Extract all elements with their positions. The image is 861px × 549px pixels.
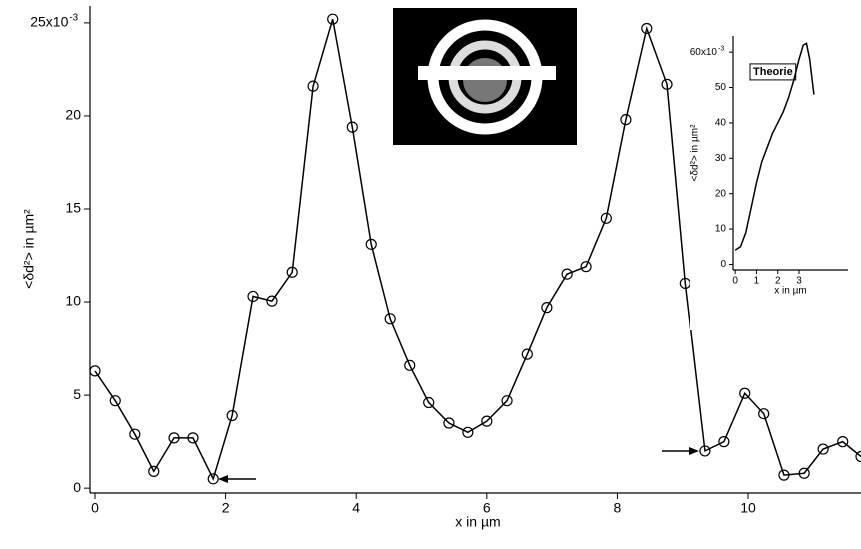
x-tick-label: 3: [796, 276, 802, 287]
data-point: [109, 395, 121, 407]
data-point: [620, 114, 632, 126]
data-point: [129, 428, 141, 440]
y-tick-label: 10: [65, 293, 81, 309]
data-point: [699, 445, 711, 457]
data-point: [855, 450, 861, 463]
y-tick-label: 0: [73, 479, 81, 495]
y-tick-label: 0: [720, 259, 726, 270]
y-tick-label: 20: [65, 107, 81, 123]
data-point: [365, 238, 377, 250]
chart-title: Theorie: [753, 66, 793, 78]
arrow-head: [689, 447, 699, 455]
y-tick-label: 20: [715, 188, 727, 199]
data-point: [384, 313, 396, 325]
data-point: [481, 415, 493, 427]
x-tick-label: 0: [732, 276, 738, 287]
y-axis-label: <δd²> in µm²: [690, 124, 701, 182]
data-point: [307, 80, 319, 92]
data-point: [247, 290, 259, 303]
x-axis-label: x in µm: [774, 286, 806, 297]
data-point: [758, 408, 770, 420]
data-line: [734, 42, 815, 251]
data-point: [661, 78, 673, 90]
y-tick-label: 50: [715, 82, 727, 93]
data-point: [521, 348, 533, 360]
image-inset: [393, 8, 577, 145]
arrows: [218, 447, 699, 483]
data-point: [404, 359, 416, 371]
data-point: [462, 426, 474, 438]
x-tick-label: 2: [775, 276, 781, 287]
x-tick-label: 4: [352, 500, 360, 516]
data-point: [561, 268, 573, 280]
x-tick-label: 0: [91, 500, 99, 516]
data-point: [443, 417, 455, 429]
data-line: [94, 18, 861, 481]
arrow-head: [218, 475, 228, 483]
data-point: [286, 266, 298, 278]
y-axis-label: <δd²> in µm²: [21, 209, 37, 289]
x-tick-label: 10: [740, 500, 756, 516]
data-point: [423, 396, 435, 409]
data-point: [837, 436, 849, 448]
y-tick-label: 25x10: [30, 14, 68, 30]
data-point: [641, 22, 653, 35]
data-point: [207, 473, 219, 485]
x-tick-label: 8: [614, 500, 622, 516]
data-point: [541, 302, 553, 314]
data-point: [798, 467, 810, 479]
data-point: [778, 469, 790, 481]
x-tick-label: 1: [754, 276, 760, 287]
data-point: [89, 365, 101, 377]
data-point: [148, 465, 160, 477]
data-point: [168, 432, 180, 444]
y-tick-label: 60x10: [690, 47, 718, 58]
data-point: [226, 409, 238, 422]
data-point: [580, 261, 592, 273]
y-tick-label: 15: [65, 200, 81, 216]
data-point: [501, 395, 513, 407]
data-point: [718, 436, 730, 448]
y-tick-label: 5: [73, 386, 81, 402]
data-point: [739, 387, 751, 399]
data-point: [187, 432, 199, 444]
x-axis-label: x in µm: [455, 514, 500, 530]
data-point: [600, 212, 612, 224]
y-tick-label: 30: [715, 153, 727, 164]
y-exponent: -3: [718, 45, 724, 52]
data-point: [817, 443, 829, 455]
x-tick-label: 6: [483, 500, 491, 516]
y-exponent: -3: [69, 13, 78, 24]
data-point: [327, 13, 339, 25]
x-tick-label: 2: [222, 500, 230, 516]
y-tick-label: 10: [715, 224, 727, 235]
image-bar: [418, 66, 556, 80]
inset-chart: 0 10 20 30 40 50 60x10 -3 0 1 2 3x in µm <δd²> in µm…: [690, 30, 861, 330]
y-tick-label: 40: [715, 118, 727, 129]
data-point: [346, 121, 358, 133]
data-point: [266, 295, 278, 307]
